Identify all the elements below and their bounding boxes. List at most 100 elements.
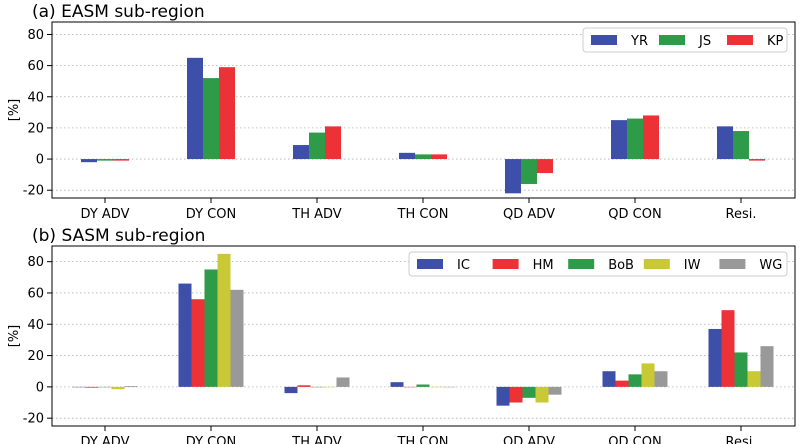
bar-js-qd-con: [627, 118, 643, 160]
chart-panel-a: (a) EASM sub-region [%] -20 0 20 40 60 80 DY ADV…: [7, 2, 796, 222]
bar-wg-resi: [760, 346, 774, 387]
bar-kp-dy-adv: [113, 159, 129, 161]
bar-hm-dy-con: [191, 299, 205, 387]
bar-yr-th-con: [399, 152, 415, 160]
bar-kp-th-con: [431, 154, 447, 160]
bar-ic-th-con: [390, 382, 404, 387]
bar-kp-qd-adv: [537, 159, 553, 174]
y-tick-label: 0: [36, 380, 44, 395]
legend-label-kp: KP: [767, 34, 784, 49]
bar-yr-qd-con: [611, 120, 627, 160]
legend-swatch-ic: [417, 259, 443, 269]
bar-js-th-con: [415, 154, 431, 160]
legend-swatch-yr: [591, 35, 617, 45]
bar-iw-qd-con: [641, 363, 655, 387]
x-tick-label: TH ADV: [291, 435, 342, 444]
legend-swatch-iw: [643, 259, 670, 269]
legend-label-yr: YR: [630, 34, 648, 49]
chart-title: (b) SASM sub-region: [32, 226, 205, 246]
bar-hm-dy-adv: [85, 386, 99, 388]
bar-wg-dy-con: [230, 289, 244, 387]
bar-kp-qd-con: [643, 115, 659, 160]
bar-yr-th-adv: [293, 145, 309, 160]
bar-wg-qd-adv: [548, 386, 562, 395]
y-tick-label: 20: [27, 349, 44, 364]
bar-hm-qd-con: [615, 380, 629, 387]
bar-ic-resi: [708, 328, 722, 387]
bar-iw-qd-adv: [535, 386, 549, 403]
legend-swatch-hm: [492, 259, 519, 269]
chart-title: (a) EASM sub-region: [32, 2, 205, 22]
y-tick-label: 60: [27, 286, 44, 301]
bar-wg-th-adv: [336, 377, 350, 387]
bar-hm-th-adv: [297, 385, 311, 387]
y-axis-label: [%]: [7, 325, 22, 348]
legend-label-bob: BoB: [608, 258, 634, 273]
x-tick-label: DY ADV: [81, 435, 130, 444]
x-tick-label: TH CON: [397, 207, 449, 222]
bar-bob-qd-con: [628, 374, 642, 387]
legend: IC HM BoB IW WG: [408, 251, 788, 277]
y-tick-label: 40: [27, 318, 44, 333]
y-axis-label: [%]: [7, 99, 22, 122]
bar-js-dy-adv: [97, 159, 113, 161]
plot-frame: [51, 21, 796, 199]
legend-swatch-wg: [719, 259, 746, 269]
x-tick-label: QD CON: [608, 435, 661, 444]
bar-js-qd-adv: [521, 159, 537, 184]
x-tick-label: TH ADV: [291, 207, 342, 222]
bar-iw-dy-adv: [111, 386, 125, 390]
x-tick-label: DY CON: [186, 207, 236, 222]
y-tick-label: -20: [23, 412, 44, 427]
plot-frame: [51, 245, 796, 427]
x-tick-label: QD CON: [608, 207, 661, 222]
bar-kp-dy-con: [219, 67, 235, 160]
bar-js-th-adv: [309, 132, 325, 160]
x-tick-label: TH CON: [397, 435, 449, 444]
y-tick-label: 80: [27, 255, 44, 270]
bar-wg-dy-adv: [124, 386, 138, 387]
x-tick-label: DY CON: [186, 435, 236, 444]
x-tick-label: Resi.: [726, 207, 757, 222]
bar-kp-resi: [749, 159, 765, 161]
bar-bob-th-con: [416, 384, 430, 387]
bar-bob-dy-con: [204, 269, 218, 387]
legend: YR JS KP: [582, 27, 788, 53]
bar-js-dy-con: [203, 78, 219, 160]
y-tick-label: 60: [27, 59, 44, 74]
bar-yr-resi: [717, 126, 733, 160]
legend-swatch-js: [659, 35, 685, 45]
y-tick-label: -20: [23, 184, 44, 199]
legend-swatch-bob: [568, 259, 595, 269]
bar-ic-qd-adv: [496, 386, 510, 406]
legend-label-iw: IW: [684, 258, 701, 273]
y-tick-label: 80: [27, 28, 44, 43]
bar-wg-qd-con: [654, 371, 668, 387]
bar-js-resi: [733, 131, 749, 160]
x-tick-label: Resi.: [726, 435, 757, 444]
x-tick-label: DY ADV: [81, 207, 130, 222]
bar-yr-dy-con: [187, 57, 203, 160]
bar-ic-dy-con: [178, 283, 192, 387]
y-tick-label: 0: [36, 153, 44, 168]
bar-yr-qd-adv: [505, 159, 521, 194]
bar-hm-resi: [721, 310, 735, 387]
legend-label-js: JS: [698, 34, 711, 49]
x-tick-label: QD ADV: [503, 435, 555, 444]
y-tick-label: 20: [27, 121, 44, 136]
y-tick-label: 40: [27, 90, 44, 105]
legend-label-hm: HM: [533, 258, 554, 273]
bar-ic-qd-con: [602, 371, 616, 387]
x-tick-label: QD ADV: [503, 207, 555, 222]
bar-ic-th-adv: [284, 386, 298, 394]
bar-iw-resi: [747, 371, 761, 387]
legend-swatch-kp: [727, 35, 753, 45]
chart-panel-b: (b) SASM sub-region [%] -20 0 20 40 60 80 DY ADV…: [7, 226, 796, 444]
bar-kp-th-adv: [325, 126, 341, 160]
legend-box: [408, 251, 788, 277]
bar-hm-qd-adv: [509, 386, 523, 403]
bar-iw-dy-con: [217, 253, 231, 387]
bar-bob-resi: [734, 352, 748, 387]
legend-label-wg: WG: [759, 258, 782, 273]
legend-label-ic: IC: [457, 258, 470, 273]
